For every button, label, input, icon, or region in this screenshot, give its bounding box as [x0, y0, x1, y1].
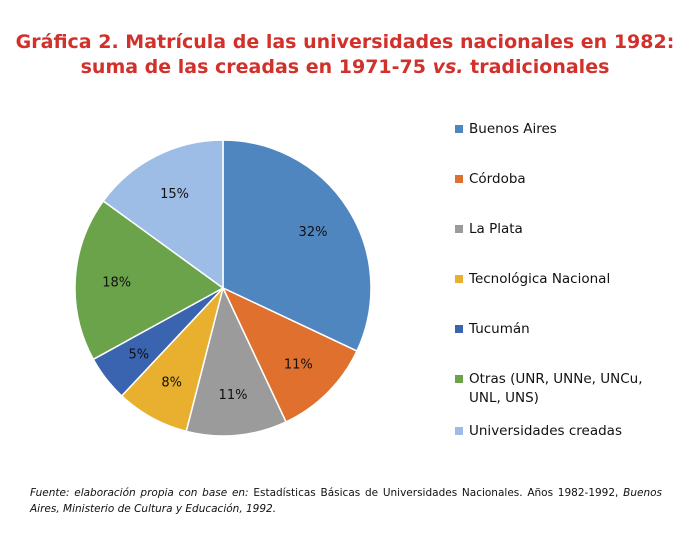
- source-prefix: Fuente: elaboración propia con base en:: [30, 487, 249, 499]
- pie-slice-label: 11%: [219, 388, 248, 403]
- pie-slice: [222, 139, 372, 353]
- legend-item: Tecnológica Nacional: [455, 270, 669, 289]
- legend-label: La Plata: [469, 221, 523, 237]
- pie-slice-label: 15%: [160, 187, 189, 202]
- pie-slice: [221, 286, 358, 423]
- pie-slice-label: 8%: [161, 375, 182, 390]
- pie-slice: [74, 199, 225, 361]
- legend-label: Córdoba: [469, 171, 526, 187]
- legend-swatch: [455, 175, 463, 183]
- legend-swatch: [455, 275, 463, 283]
- legend-swatch: [455, 225, 463, 233]
- chart-title-vs: vs.: [432, 56, 464, 78]
- source-text: Estadísticas Básicas de Universidades Na…: [248, 487, 624, 499]
- legend-item: Otras (UNR, UNNe, UNCu, UNL, UNS): [455, 370, 669, 408]
- legend-swatch: [455, 375, 463, 383]
- legend-item: Tucumán: [455, 320, 669, 339]
- legend-item: Buenos Aires: [455, 120, 669, 139]
- chart-title-line1: Gráfica 2. Matrícula de las universidade…: [15, 31, 675, 53]
- chart-title-line2: suma de las creadas en 1971-75 vs. tradi…: [0, 55, 690, 80]
- chart-title: Gráfica 2. Matrícula de las universidade…: [0, 30, 690, 80]
- pie-slice: [185, 285, 288, 437]
- legend-item: Universidades creadas: [455, 422, 669, 441]
- pie-slice-label: 5%: [128, 347, 149, 362]
- legend-label: Universidades creadas: [469, 423, 622, 439]
- pie-slice-label: 11%: [284, 357, 313, 372]
- source-place: Buenos Aires, Ministerio de Cultura y Ed…: [30, 487, 662, 515]
- legend-label: Buenos Aires: [469, 121, 557, 137]
- legend-swatch: [455, 325, 463, 333]
- legend-label: Otras (UNR, UNNe, UNCu, UNL, UNS): [469, 371, 643, 406]
- pie-slice: [102, 139, 224, 290]
- chart-title-line2-b: tradicionales: [463, 56, 610, 78]
- legend-label: Tecnológica Nacional: [469, 271, 611, 287]
- legend-item: Córdoba: [455, 170, 669, 189]
- pie-slice-label: 32%: [299, 225, 328, 240]
- chart-title-line2-a: suma de las creadas en 1971-75: [80, 56, 433, 78]
- legend-swatch: [455, 125, 463, 133]
- source-note: Fuente: elaboración propia con base en: …: [30, 485, 662, 517]
- legend-label: Tucumán: [469, 321, 530, 337]
- pie-slice-label: 18%: [102, 275, 131, 290]
- legend-swatch: [455, 427, 463, 435]
- legend-item: La Plata: [455, 220, 669, 239]
